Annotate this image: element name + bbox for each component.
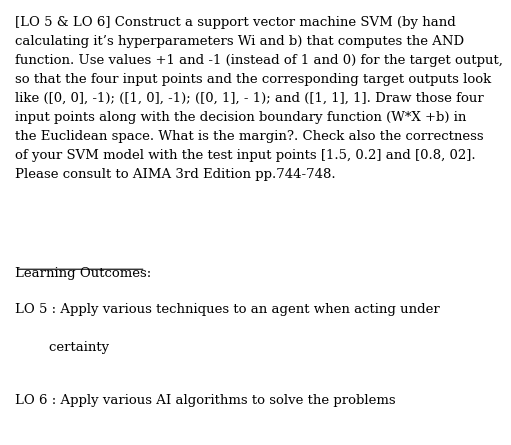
Text: [LO 5 & LO 6] Construct a support vector machine SVM (by hand
calculating it’s h: [LO 5 & LO 6] Construct a support vector… [15,16,503,181]
Text: LO 5 : Apply various techniques to an agent when acting under

        certainty: LO 5 : Apply various techniques to an ag… [15,303,440,354]
Text: Learning Outcomes:: Learning Outcomes: [15,267,152,280]
Text: LO 6 : Apply various AI algorithms to solve the problems: LO 6 : Apply various AI algorithms to so… [15,394,396,407]
